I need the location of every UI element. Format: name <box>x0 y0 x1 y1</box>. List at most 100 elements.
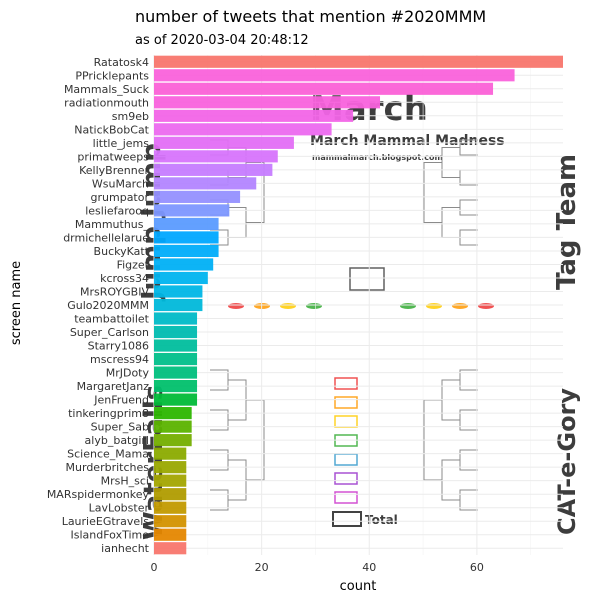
bar-MrsH_sci <box>154 474 187 487</box>
y-tick-label: KellyBrenner <box>79 164 149 177</box>
x-axis-tick-labels: 0 20 40 60 <box>151 561 484 574</box>
bar-Figzet <box>154 258 214 271</box>
bar-alyb_batgirl <box>154 434 192 447</box>
y-tick-label: little_jems <box>93 137 150 150</box>
bar-drmichellelarue <box>154 231 219 244</box>
y-tick-label: ianhecht <box>101 542 150 555</box>
y-tick-label: MrJDoty <box>106 367 150 380</box>
x-tick-label: 0 <box>151 561 158 574</box>
bracket-round-badge <box>400 303 416 309</box>
y-tick-label: Starry1086 <box>88 340 149 353</box>
bracket-round-badge <box>280 303 296 309</box>
y-tick-label: Science_Mama <box>67 448 149 461</box>
bar-LaurieEGtravels <box>154 515 187 528</box>
y-tick-label: Murderbritches <box>66 461 150 474</box>
bar-PPricklepants <box>154 69 515 82</box>
bracket-connector <box>441 207 460 238</box>
y-tick-label: sm9eb <box>112 110 149 123</box>
y-tick-label: WsuMarch <box>92 177 149 190</box>
bar-MARspidermonkey <box>154 488 187 501</box>
bracket-legend-box <box>334 472 358 485</box>
bracket-connector <box>228 207 247 238</box>
chart-subtitle: as of 2020-03-04 20:48:12 <box>135 33 309 48</box>
bar-Super_Sab <box>154 420 192 433</box>
bar-Murderbritches <box>154 461 187 474</box>
bracket-division-tag-team: Tag Team <box>552 154 582 290</box>
bar-MrJDoty <box>154 366 198 379</box>
bracket-total-box <box>332 511 362 527</box>
bracket-round-badge <box>228 303 244 309</box>
bar-JenFruend <box>154 393 198 406</box>
bracket-subtitle: mammalmarch.blogspot.com <box>312 153 443 162</box>
y-tick-label: MrsH_sci <box>101 475 149 488</box>
y-tick-label: Super_Sab <box>91 421 149 434</box>
bar-kcross34 <box>154 271 208 285</box>
x-tick-label: 60 <box>470 561 484 574</box>
bar-primatweeps <box>154 150 278 163</box>
bracket-champion-box <box>349 267 385 291</box>
bar-Starry1086 <box>154 339 198 352</box>
y-tick-label: MrsROYGBIV <box>80 285 149 298</box>
bar-Ratatosk4 <box>154 55 563 68</box>
bracket-legend-box <box>334 415 358 428</box>
y-tick-label: alyb_batgirl <box>85 434 149 447</box>
bracket-total-label: Total <box>365 513 398 527</box>
x-axis-title: count <box>340 579 377 594</box>
y-tick-label: BuckyKatt <box>94 245 150 258</box>
bracket-round-badge <box>426 303 442 309</box>
bracket-connector <box>246 162 265 223</box>
bracket-connector <box>210 489 229 511</box>
y-tick-label: Mammuthus_ <box>75 218 150 231</box>
bar-little_jems <box>154 136 294 149</box>
bar-BuckyKatt <box>154 244 219 258</box>
bar-Mammals_Suck <box>154 82 494 95</box>
y-tick-label: teambattoilet <box>74 313 149 326</box>
bracket-legend-box <box>334 396 358 409</box>
y-tick-label: NatickBobCat <box>74 123 149 136</box>
bracket-connector <box>459 169 478 186</box>
bracket-division-cat-e-gory: CAT-e-Gory <box>553 388 581 535</box>
y-tick-label: tinkeringprim8 <box>68 407 149 420</box>
bracket-round-badge <box>306 303 322 309</box>
bracket-connector <box>441 147 460 178</box>
bracket-legend-box <box>334 491 358 504</box>
y-tick-label: MargaretJanz <box>77 380 150 393</box>
y-axis-title: screen name <box>9 261 24 345</box>
bracket-connector <box>459 489 478 511</box>
bar-mscress94 <box>154 352 198 366</box>
y-tick-label: grumpator <box>91 191 150 204</box>
bracket-connector <box>423 162 442 223</box>
y-tick-label: Figzet <box>117 258 150 271</box>
y-tick-label: mscress94 <box>90 353 149 366</box>
y-tick-label: PPricklepants <box>75 69 149 82</box>
bracket-round-badge <box>452 303 468 309</box>
bar-tinkeringprim8 <box>154 407 192 420</box>
y-tick-label: primatweeps <box>77 150 149 163</box>
x-tick-label: 20 <box>255 561 269 574</box>
chart-title: number of tweets that mention #2020MMM <box>135 7 487 26</box>
bar-Mammuthus_ <box>154 217 219 230</box>
y-tick-label: Mammals_Suck <box>64 83 150 96</box>
bar-teambattoilet <box>154 312 198 325</box>
y-tick-label: Gulo2020MMM <box>67 299 149 312</box>
bar-Gulo2020MMM <box>154 298 203 312</box>
y-axis-tick-labels: Ratatosk4PPricklepantsMammals_Suckradiat… <box>47 56 150 555</box>
bar-NatickBobCat <box>154 123 332 136</box>
y-tick-label: IslandFoxTime <box>71 529 150 542</box>
y-tick-label: radiationmouth <box>64 96 149 109</box>
y-tick-label: LavLobster <box>89 502 150 515</box>
y-tick-label: LaurieEGtravels <box>62 515 150 528</box>
y-tick-label: Super_Carlson <box>70 326 149 339</box>
bar-lesliefarooq <box>154 204 230 217</box>
bar-MrsROYGBIV <box>154 285 203 298</box>
bar-grumpator <box>154 190 241 203</box>
bar-ianhecht <box>154 542 187 555</box>
y-tick-label: lesliefarooq <box>85 204 149 217</box>
bracket-connector <box>459 199 478 216</box>
y-tick-label: JenFruend <box>93 394 149 407</box>
y-tick-label: MARspidermonkey <box>47 488 150 501</box>
bar-radiationmouth <box>154 96 381 109</box>
bar-WsuMarch <box>154 177 257 190</box>
bar-sm9eb <box>154 109 354 122</box>
